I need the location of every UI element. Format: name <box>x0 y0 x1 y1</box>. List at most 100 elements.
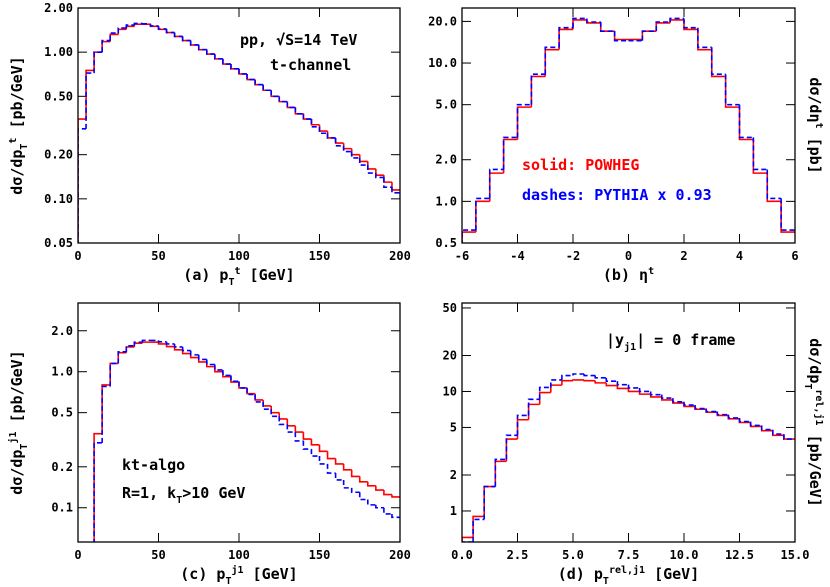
histogram-step <box>483 485 496 520</box>
histogram-step <box>383 490 392 496</box>
histogram-step <box>572 379 585 381</box>
histogram-step <box>375 168 384 176</box>
x-tick-label: 5.0 <box>562 548 584 562</box>
y-tick-label: 0.05 <box>44 236 73 250</box>
histogram-step <box>286 101 296 109</box>
histogram-step <box>550 384 562 393</box>
histogram-step <box>310 119 320 126</box>
histogram-step <box>350 469 360 478</box>
x-axis-label-part: [GeV] <box>241 266 295 284</box>
histogram-step <box>278 96 288 103</box>
histogram-step <box>724 74 740 106</box>
annotation: t-channel <box>270 56 351 74</box>
histogram-step <box>109 32 119 41</box>
histogram-step <box>141 341 151 344</box>
histogram-step <box>391 513 400 519</box>
histogram-step <box>594 375 607 379</box>
histogram-step <box>488 172 504 202</box>
histogram-step <box>752 139 768 174</box>
histogram-step <box>294 107 304 115</box>
histogram-step <box>93 432 103 542</box>
histogram-step <box>334 137 344 144</box>
histogram-step <box>724 76 740 108</box>
histogram-step <box>262 399 272 407</box>
histogram-step <box>383 177 392 189</box>
histogram-step <box>472 518 485 542</box>
x-axis-label-part: (a) p <box>183 266 228 284</box>
histogram-step <box>262 84 272 92</box>
y-tick-label: 1 <box>450 504 457 518</box>
histogram-step <box>254 393 264 401</box>
plot-frame <box>461 7 796 244</box>
series <box>462 379 795 542</box>
histogram-step <box>246 73 256 81</box>
histogram-step <box>310 439 320 446</box>
histogram-step <box>342 145 352 153</box>
histogram-step <box>189 40 199 46</box>
histogram-step <box>638 391 651 395</box>
histogram-step <box>109 362 119 385</box>
histogram-step <box>173 343 183 348</box>
histogram-step <box>760 425 773 431</box>
histogram-step <box>483 485 496 517</box>
histogram-step <box>772 429 784 435</box>
histogram-step <box>505 434 518 460</box>
y-tick-label: 2 <box>450 468 457 482</box>
histogram-step <box>101 39 111 53</box>
x-tick-label: 50 <box>151 249 165 263</box>
histogram-step <box>318 456 328 465</box>
histogram-step <box>605 377 618 382</box>
histogram-step <box>133 341 143 346</box>
histogram-step <box>655 21 671 32</box>
histogram-step <box>605 382 618 387</box>
histogram-step <box>117 351 127 364</box>
histogram-step <box>367 161 376 170</box>
histogram-step <box>727 414 740 419</box>
annotation: |yj1| = 0 frame <box>606 331 735 353</box>
x-tick-label: -6 <box>455 249 469 263</box>
histogram-step <box>572 17 587 28</box>
y-tick-label: 0.1 <box>51 501 73 515</box>
y-axis-label-part: T <box>19 444 30 450</box>
annotation-part: pp, √S=14 TeV <box>240 31 357 49</box>
x-tick-label: 6 <box>791 249 798 263</box>
histogram-step <box>222 58 231 65</box>
y-axis-label: dσ/dηt [pb] <box>806 77 824 173</box>
histogram-step <box>558 26 573 48</box>
histogram-step <box>117 351 127 364</box>
histogram-step <box>613 31 629 41</box>
series <box>78 22 400 243</box>
histogram-step <box>157 25 167 30</box>
y-axis-label-part: [pb/GeV] <box>8 350 26 431</box>
histogram-step <box>716 411 729 416</box>
histogram-step <box>527 398 540 416</box>
histogram-step <box>109 33 119 42</box>
histogram-step <box>342 463 352 471</box>
histogram-step <box>669 19 684 23</box>
y-axis-label: dσ/dpTj1 [pb/GeV] <box>7 350 30 495</box>
histogram-step <box>583 374 596 377</box>
y-tick-label: 1.0 <box>435 194 457 208</box>
histogram-step <box>641 30 657 40</box>
histogram-step <box>318 444 328 453</box>
histogram-step <box>516 418 529 440</box>
histogram-step <box>149 23 159 27</box>
histogram-step <box>93 442 103 542</box>
y-tick-label: 0.20 <box>44 148 73 162</box>
histogram-step <box>101 40 111 53</box>
y-tick-label: 10.0 <box>428 56 457 70</box>
histogram-step <box>117 27 127 34</box>
x-axis-label: (d) pTrel,j1 [GeV] <box>558 564 700 587</box>
histogram-step <box>367 165 376 174</box>
histogram-step <box>462 229 476 243</box>
y-tick-label: 2.0 <box>51 324 73 338</box>
y-tick-label: 0.5 <box>435 236 457 250</box>
x-axis-label-part: [GeV] <box>645 565 699 583</box>
histogram-step <box>270 90 280 98</box>
histogram-step <box>544 48 560 77</box>
histogram-step <box>270 409 280 418</box>
series <box>462 373 795 542</box>
y-tick-label: 0.5 <box>51 406 73 420</box>
x-axis-label: (b) ηt <box>603 266 654 284</box>
annotation-part: t-channel <box>270 56 351 74</box>
